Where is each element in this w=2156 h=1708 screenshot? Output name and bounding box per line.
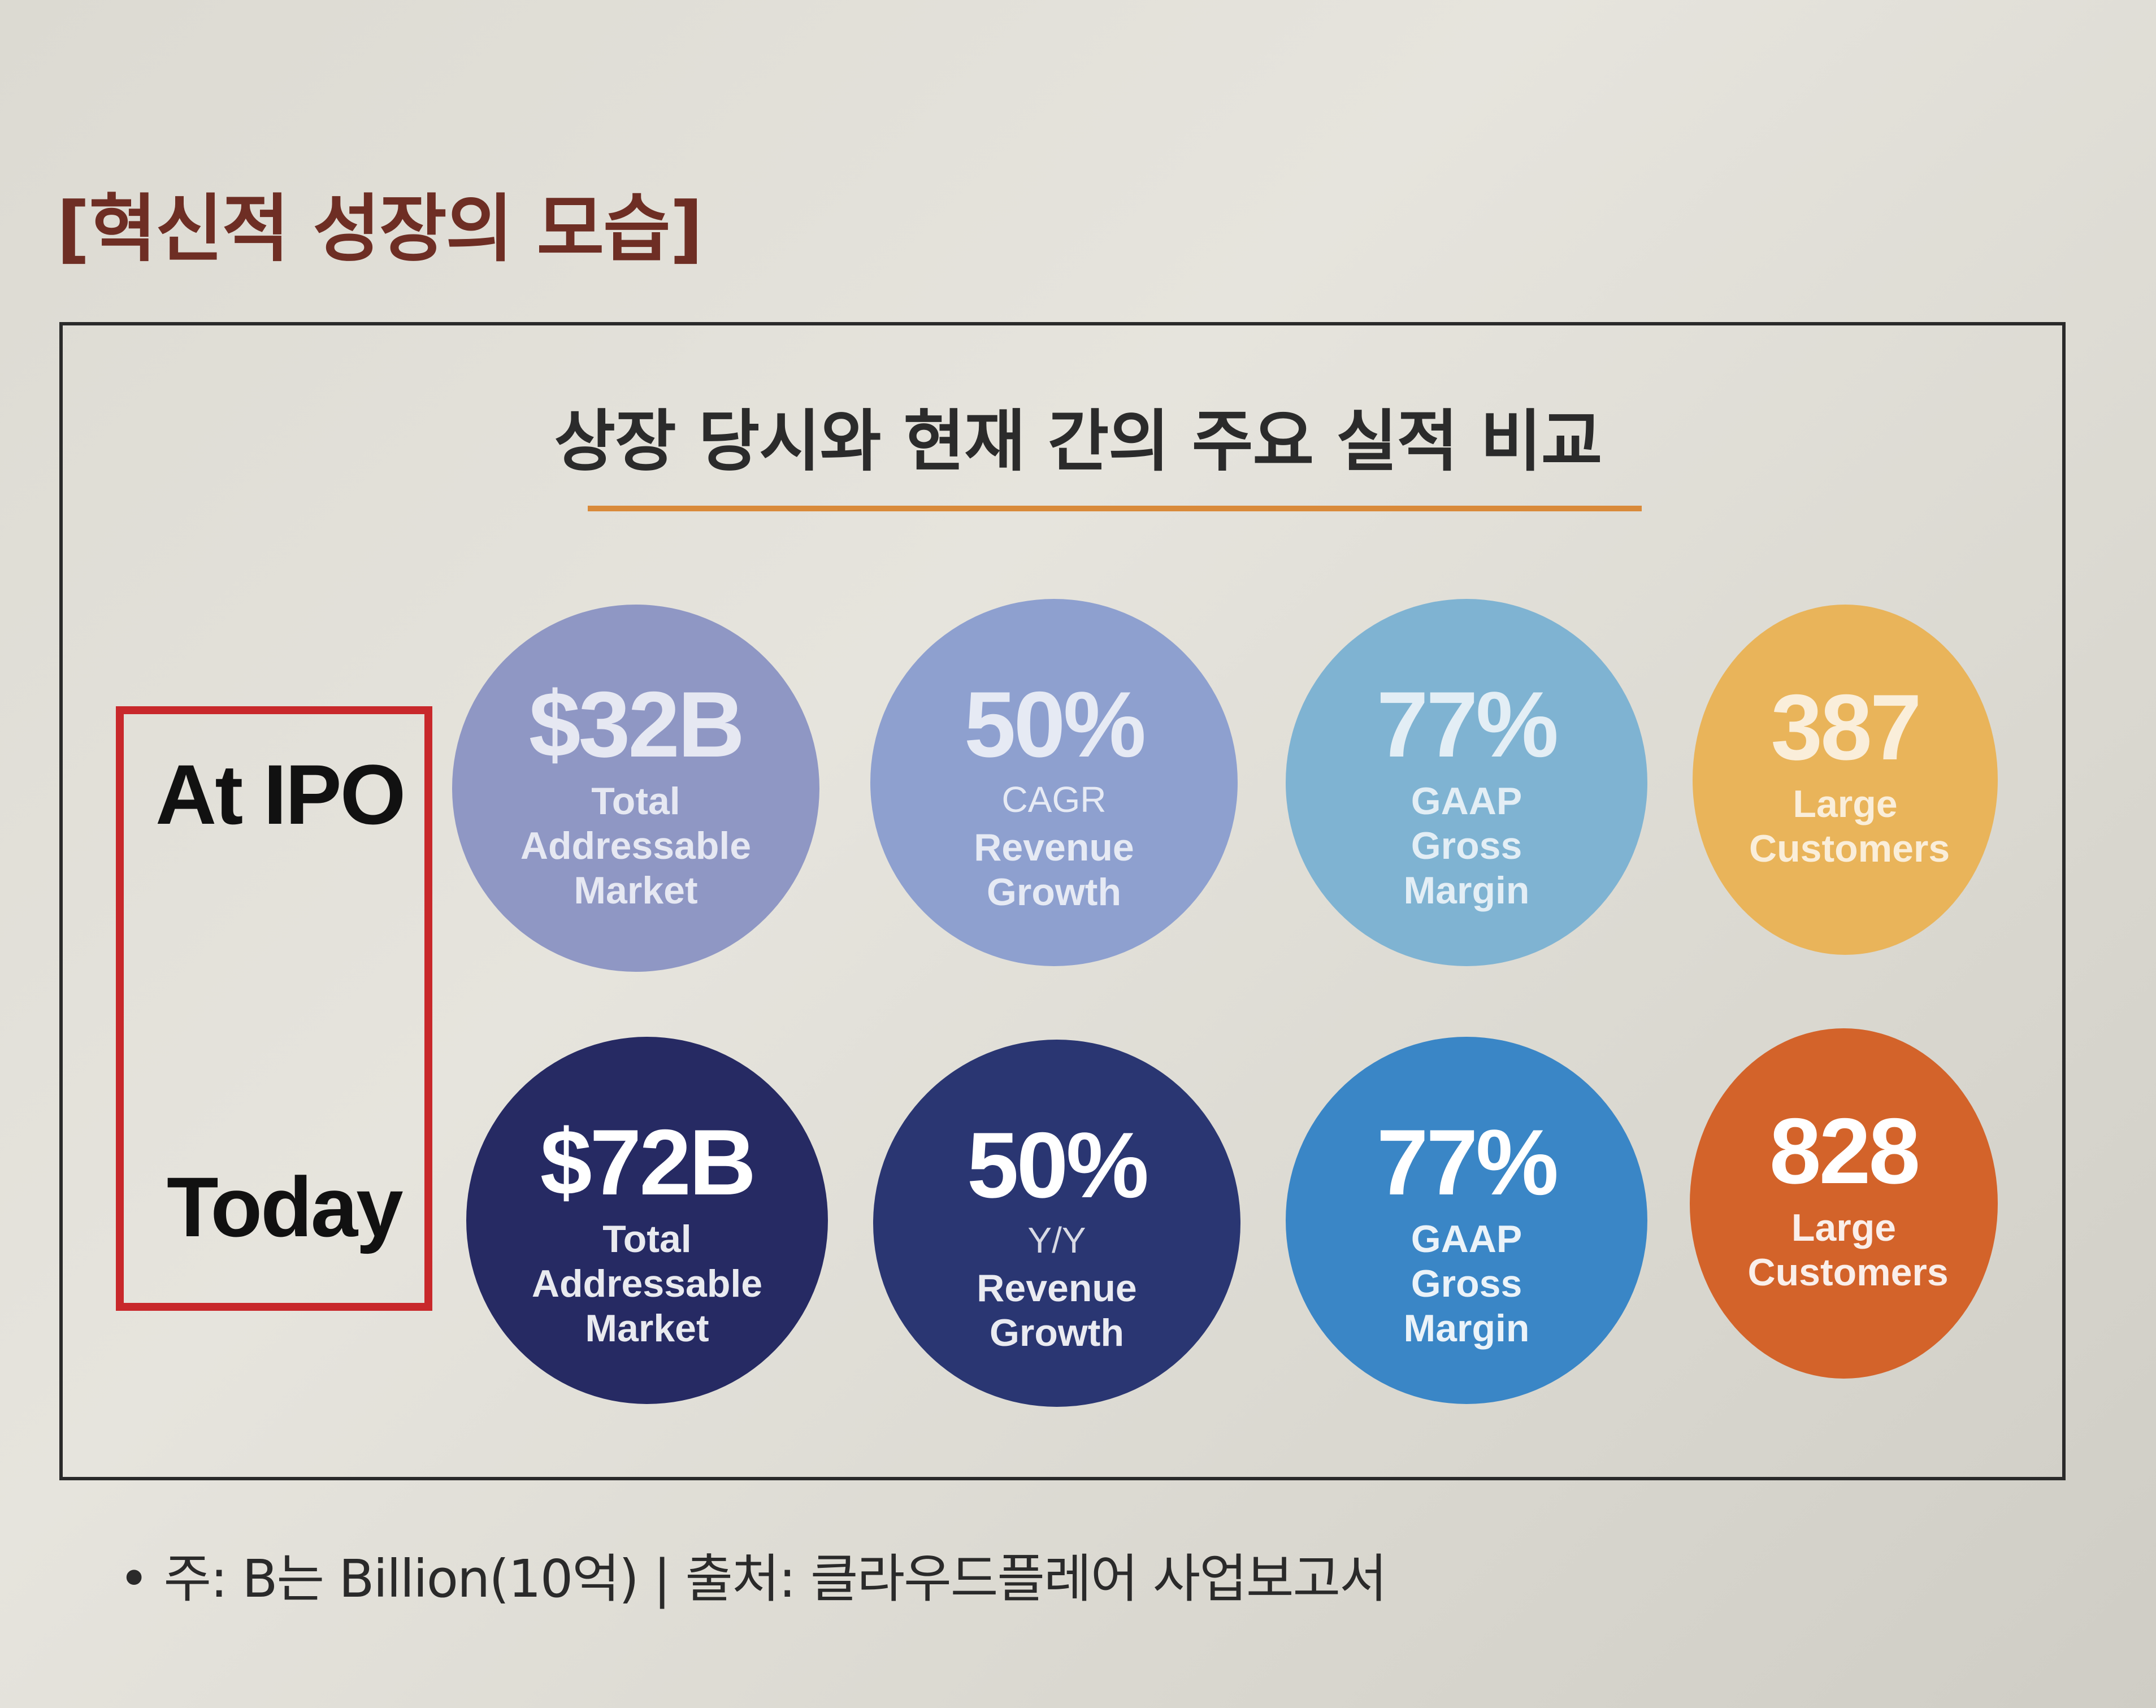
row-label-today: Today: [167, 1159, 404, 1254]
today-revenue-desc: Revenue Growth: [977, 1267, 1137, 1354]
ipo-margin-desc: GAAP Gross Margin: [1403, 780, 1530, 912]
ipo-customers-value: 387: [1771, 675, 1921, 779]
today-tam-desc: Total Addressable Market: [531, 1218, 763, 1350]
ipo-revenue-sub: CAGR: [1001, 779, 1107, 820]
footnote: • 주: B는 Billion(10억) | 출처: 클라우드플레어 사업보고서: [119, 1549, 1387, 1609]
ipo-revenue-desc: Revenue Growth: [974, 826, 1134, 914]
ipo-customers-circle: 387 Large Customers: [1693, 605, 1998, 955]
ipo-tam-desc: Total Addressable Market: [520, 780, 752, 912]
today-revenue-value: 50%: [966, 1113, 1149, 1217]
today-margin-desc: GAAP Gross Margin: [1403, 1218, 1530, 1350]
today-customers-desc: Large Customers: [1747, 1206, 1949, 1294]
ipo-margin-value: 77%: [1376, 672, 1559, 776]
today-margin-value: 77%: [1376, 1110, 1559, 1214]
ipo-margin-circle: 77% GAAP Gross Margin: [1286, 599, 1647, 966]
today-revenue-sub: Y/Y: [1027, 1220, 1086, 1261]
ipo-revenue-circle: 50% CAGR Revenue Growth: [870, 599, 1238, 966]
today-tam-value: $72B: [540, 1110, 756, 1214]
row-label-box: [116, 706, 432, 1311]
section-title: [혁신적 성장의 모습]: [57, 186, 703, 272]
today-customers-circle: 828 Large Customers: [1690, 1028, 1998, 1379]
ipo-revenue-value: 50%: [964, 672, 1146, 776]
today-revenue-circle: 50% Y/Y Revenue Growth: [873, 1040, 1240, 1407]
row-label-at-ipo: At IPO: [155, 747, 406, 842]
ipo-tam-circle: $32B Total Addressable Market: [452, 605, 819, 972]
title-underline: [588, 506, 1642, 511]
ipo-tam-value: $32B: [528, 672, 745, 776]
infographic-frame: [59, 322, 2066, 1480]
ipo-customers-desc: Large Customers: [1749, 783, 1950, 870]
today-customers-value: 828: [1769, 1099, 1920, 1203]
chart-title: 상장 당시와 현재 간의 주요 실적 비교: [554, 402, 1603, 480]
today-tam-circle: $72B Total Addressable Market: [466, 1037, 828, 1404]
today-margin-circle: 77% GAAP Gross Margin: [1286, 1037, 1647, 1404]
